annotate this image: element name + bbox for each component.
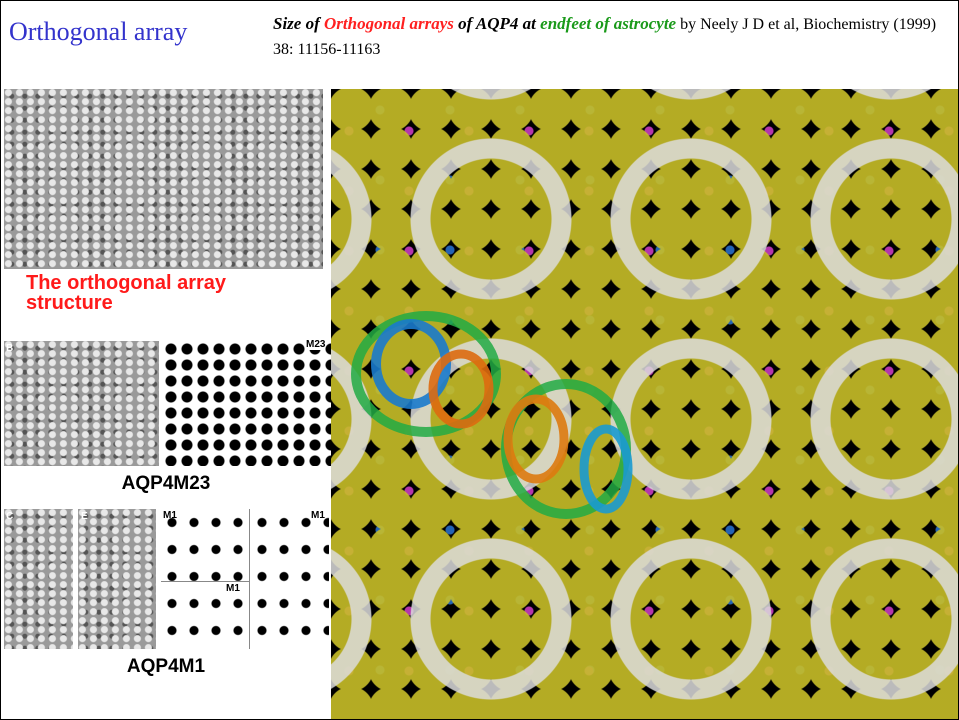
panel-tag: M1 [226, 583, 240, 594]
caption-term: endfeet of astrocyte [540, 14, 676, 33]
panel-label: AQP4M1 [61, 656, 271, 678]
micrograph [78, 509, 156, 649]
panel-letter: E [81, 511, 88, 522]
panel-label: AQP4M23 [61, 473, 271, 495]
slide-title: Orthogonal array [9, 17, 187, 47]
caption: Size of Orthogonal arrays of AQP4 at end… [273, 11, 953, 62]
divider [161, 581, 249, 582]
panel-tag: M1 [311, 510, 325, 521]
array-diagram [163, 341, 331, 466]
caption-term: Orthogonal arrays [324, 14, 454, 33]
panel-letter: C [6, 511, 13, 522]
caption-lead: Size of [273, 14, 324, 33]
caption-mid: of AQP4 at [454, 14, 540, 33]
panel-tag: M1 [163, 510, 177, 521]
panel-tag: M23 [306, 339, 325, 350]
protein-ribbons [331, 89, 958, 719]
panel-letter: B [6, 343, 13, 354]
slide: Orthogonal array Size of Orthogonal arra… [0, 0, 959, 720]
micrograph [4, 341, 159, 466]
array-diagram [251, 509, 329, 649]
micrograph [4, 89, 323, 269]
array-diagram [161, 509, 250, 649]
structure-label: The orthogonal array structure [26, 273, 286, 313]
molecular-model [331, 89, 958, 719]
micrograph [4, 509, 73, 649]
